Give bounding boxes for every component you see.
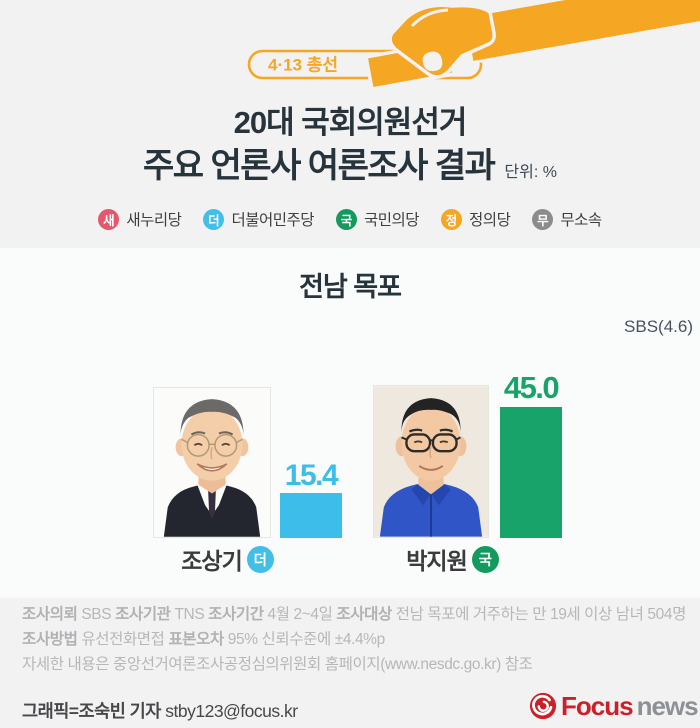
bar-value-cho: 15.4 [284, 459, 339, 492]
party-dot-justice: 정 [441, 208, 463, 230]
note-text: TNS [170, 606, 209, 623]
legend-item-label: 더불어민주당 [231, 212, 314, 229]
bar-cho [280, 493, 342, 538]
legend-item-minjoo: 더 더불어민주당 [203, 208, 314, 230]
legend-item-saenuri: 새 새누리당 [98, 208, 182, 230]
section-title: 전남 목포 [299, 272, 402, 302]
party-legend: 새 새누리당 더 더불어민주당 국 국민의당 정 정의당 무 무소속 [0, 208, 700, 230]
candidate-name: 조상기 [181, 548, 242, 574]
legend-item-justice: 정 정의당 [441, 208, 511, 230]
election-banner: 4·13 총선 [247, 0, 700, 92]
note-text: SBS [77, 606, 116, 623]
party-badge-minjoo: 더 [246, 545, 274, 573]
note-term: 조사기관 [115, 606, 171, 623]
candidate-name-row-cho: 조상기 더 [160, 542, 295, 576]
credit-author: 그래픽=조숙빈 기자 [22, 701, 161, 721]
party-dot-minjoo: 더 [203, 208, 225, 230]
credit-email: stby123@focus.kr [160, 701, 298, 721]
source-label: SBS(4.6) [624, 317, 693, 336]
bar-value-park: 45.0 [503, 370, 560, 405]
note-text: 유선전화면접 [77, 630, 169, 648]
legend-item-label: 정의당 [469, 212, 511, 229]
logo-text-focus: Focus [561, 690, 634, 721]
note-term: 조사의뢰 [22, 606, 78, 623]
candidate-portrait-icon [154, 388, 270, 537]
subtitle: 주요 언론사 여론조사 결과 [143, 147, 496, 185]
note-term: 조사방법 [22, 630, 78, 648]
bar-park [500, 407, 562, 538]
note-line-2: 조사방법 유선전화면접 표본오차 95% 신뢰수준에 ±4.4%p [22, 628, 692, 653]
legend-item-label: 새누리당 [126, 212, 182, 229]
candidate-name: 박지원 [406, 548, 467, 574]
note-term: 조사기간 [208, 606, 264, 623]
note-text: 전남 목포에 거주하는 만 19세 이상 남녀 504명 [391, 606, 687, 623]
candidate-photo-park [373, 385, 489, 538]
note-text: 95% 신뢰수준에 ±4.4%p [223, 630, 385, 648]
note-text: 4월 2~4일 [263, 606, 337, 623]
page-title: 20대 국회의원선거 [233, 105, 468, 140]
candidate-name-row-park: 박지원 국 [385, 542, 520, 576]
section-panel [0, 248, 700, 598]
unit-label: 단위: % [504, 164, 557, 181]
party-dot-independent: 무 [532, 208, 554, 230]
note-line-3: 자세한 내용은 중앙선거여론조사공정심의위원회 홈페이지(www.nesdc.g… [22, 655, 533, 673]
candidate-photo-cho [153, 387, 271, 538]
legend-item-label: 무소속 [560, 212, 602, 229]
logo-text-news: news [636, 690, 699, 721]
party-badge-kukmin: 국 [471, 545, 499, 573]
subtitle-row: 주요 언론사 여론조사 결과 단위: % [0, 138, 700, 187]
legend-item-independent: 무 무소속 [532, 208, 602, 230]
party-dot-saenuri: 새 [98, 208, 120, 230]
focus-news-logo: Focus news [529, 690, 699, 721]
banner-label: 4·13 총선 [268, 56, 338, 75]
party-dot-kukmin: 국 [336, 208, 357, 230]
candidate-portrait-icon [374, 386, 488, 537]
logo-mark-icon [529, 692, 557, 720]
legend-item-label: 국민의당 [364, 212, 420, 229]
credit-line: 그래픽=조숙빈 기자 stby123@focus.kr [22, 698, 298, 723]
banner-pill [247, 49, 483, 80]
note-term: 조사대상 [336, 606, 392, 623]
note-line-1: 조사의뢰 SBS 조사기관 TNS 조사기간 4월 2~4일 조사대상 전남 목… [22, 603, 692, 628]
survey-notes: 조사의뢰 SBS 조사기관 TNS 조사기간 4월 2~4일 조사대상 전남 목… [22, 603, 692, 677]
legend-item-kukmin: 국 국민의당 [336, 208, 420, 230]
note-term: 표본오차 [168, 630, 224, 648]
ballot-hand-icon [363, 0, 700, 92]
